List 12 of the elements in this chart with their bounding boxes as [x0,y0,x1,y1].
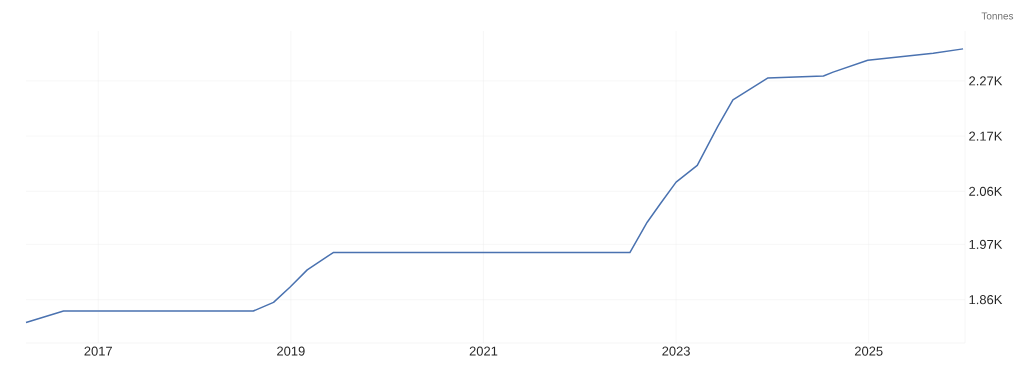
y-tick-label: 2.27K [969,76,1003,86]
y-tick-label: 2.17K [969,131,1003,141]
y-tick-label: 2.06K [969,186,1003,196]
line-series [25,48,964,324]
x-tick-label: 2025 [854,346,883,356]
y-tick-label: 1.97K [969,239,1003,249]
x-tick-label: 2021 [469,346,498,356]
x-tick-label: 2019 [277,346,305,356]
x-tick-label: 2017 [84,346,112,356]
x-tick-label: 2023 [662,346,690,356]
y-tick-label: 1.86K [969,295,1003,305]
y-axis-title: Tonnes [981,12,1014,20]
